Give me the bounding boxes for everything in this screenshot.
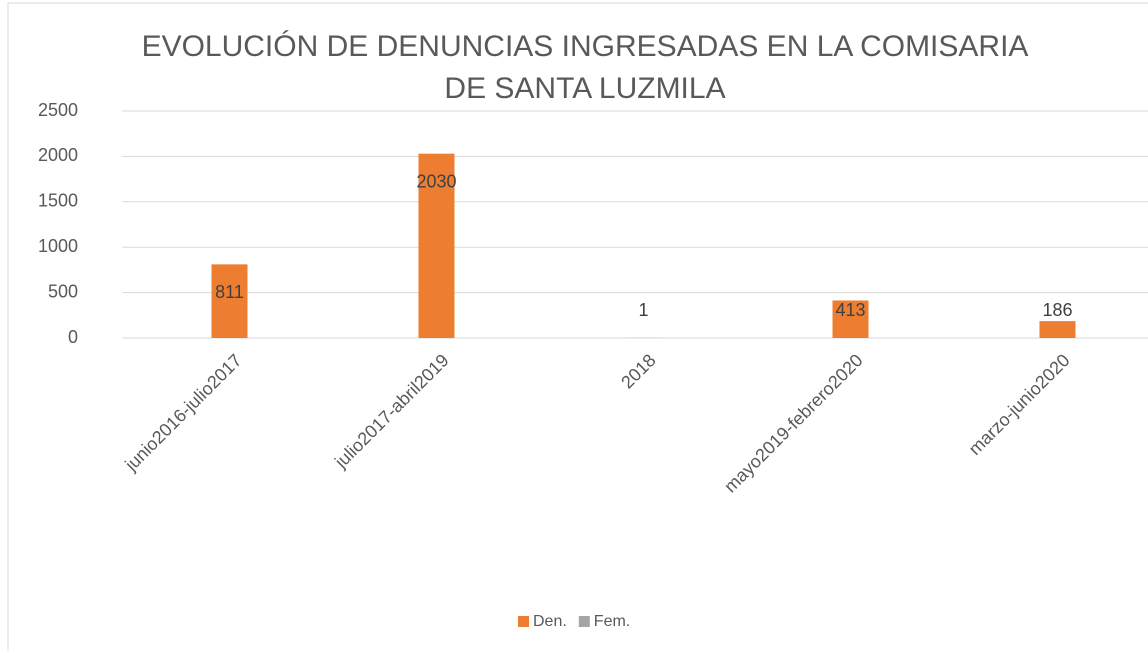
bar <box>211 264 248 338</box>
value-label: 186 <box>1042 300 1072 320</box>
y-tick-label: 2000 <box>38 145 78 165</box>
y-tick-label: 1000 <box>38 236 78 256</box>
value-label: 811 <box>215 282 244 302</box>
value-label: 413 <box>835 300 865 320</box>
value-label: 2030 <box>416 171 456 191</box>
value-label: 1 <box>638 300 648 320</box>
legend-swatch <box>518 616 529 627</box>
bar <box>832 300 869 338</box>
chart-title: EVOLUCIÓN DE DENUNCIAS INGRESADAS EN LA … <box>142 30 1029 63</box>
y-tick-label: 1500 <box>38 191 78 211</box>
legend-label: Den. <box>533 613 567 630</box>
y-tick-label: 2500 <box>38 100 78 120</box>
bar <box>1039 321 1076 338</box>
legend-swatch <box>578 616 590 627</box>
bar <box>418 153 455 338</box>
y-tick-label: 500 <box>48 281 78 301</box>
y-tick-label: 0 <box>68 327 78 347</box>
chart-title: DE SANTA LUZMILA <box>444 72 725 105</box>
legend-label: Fem. <box>594 613 630 630</box>
